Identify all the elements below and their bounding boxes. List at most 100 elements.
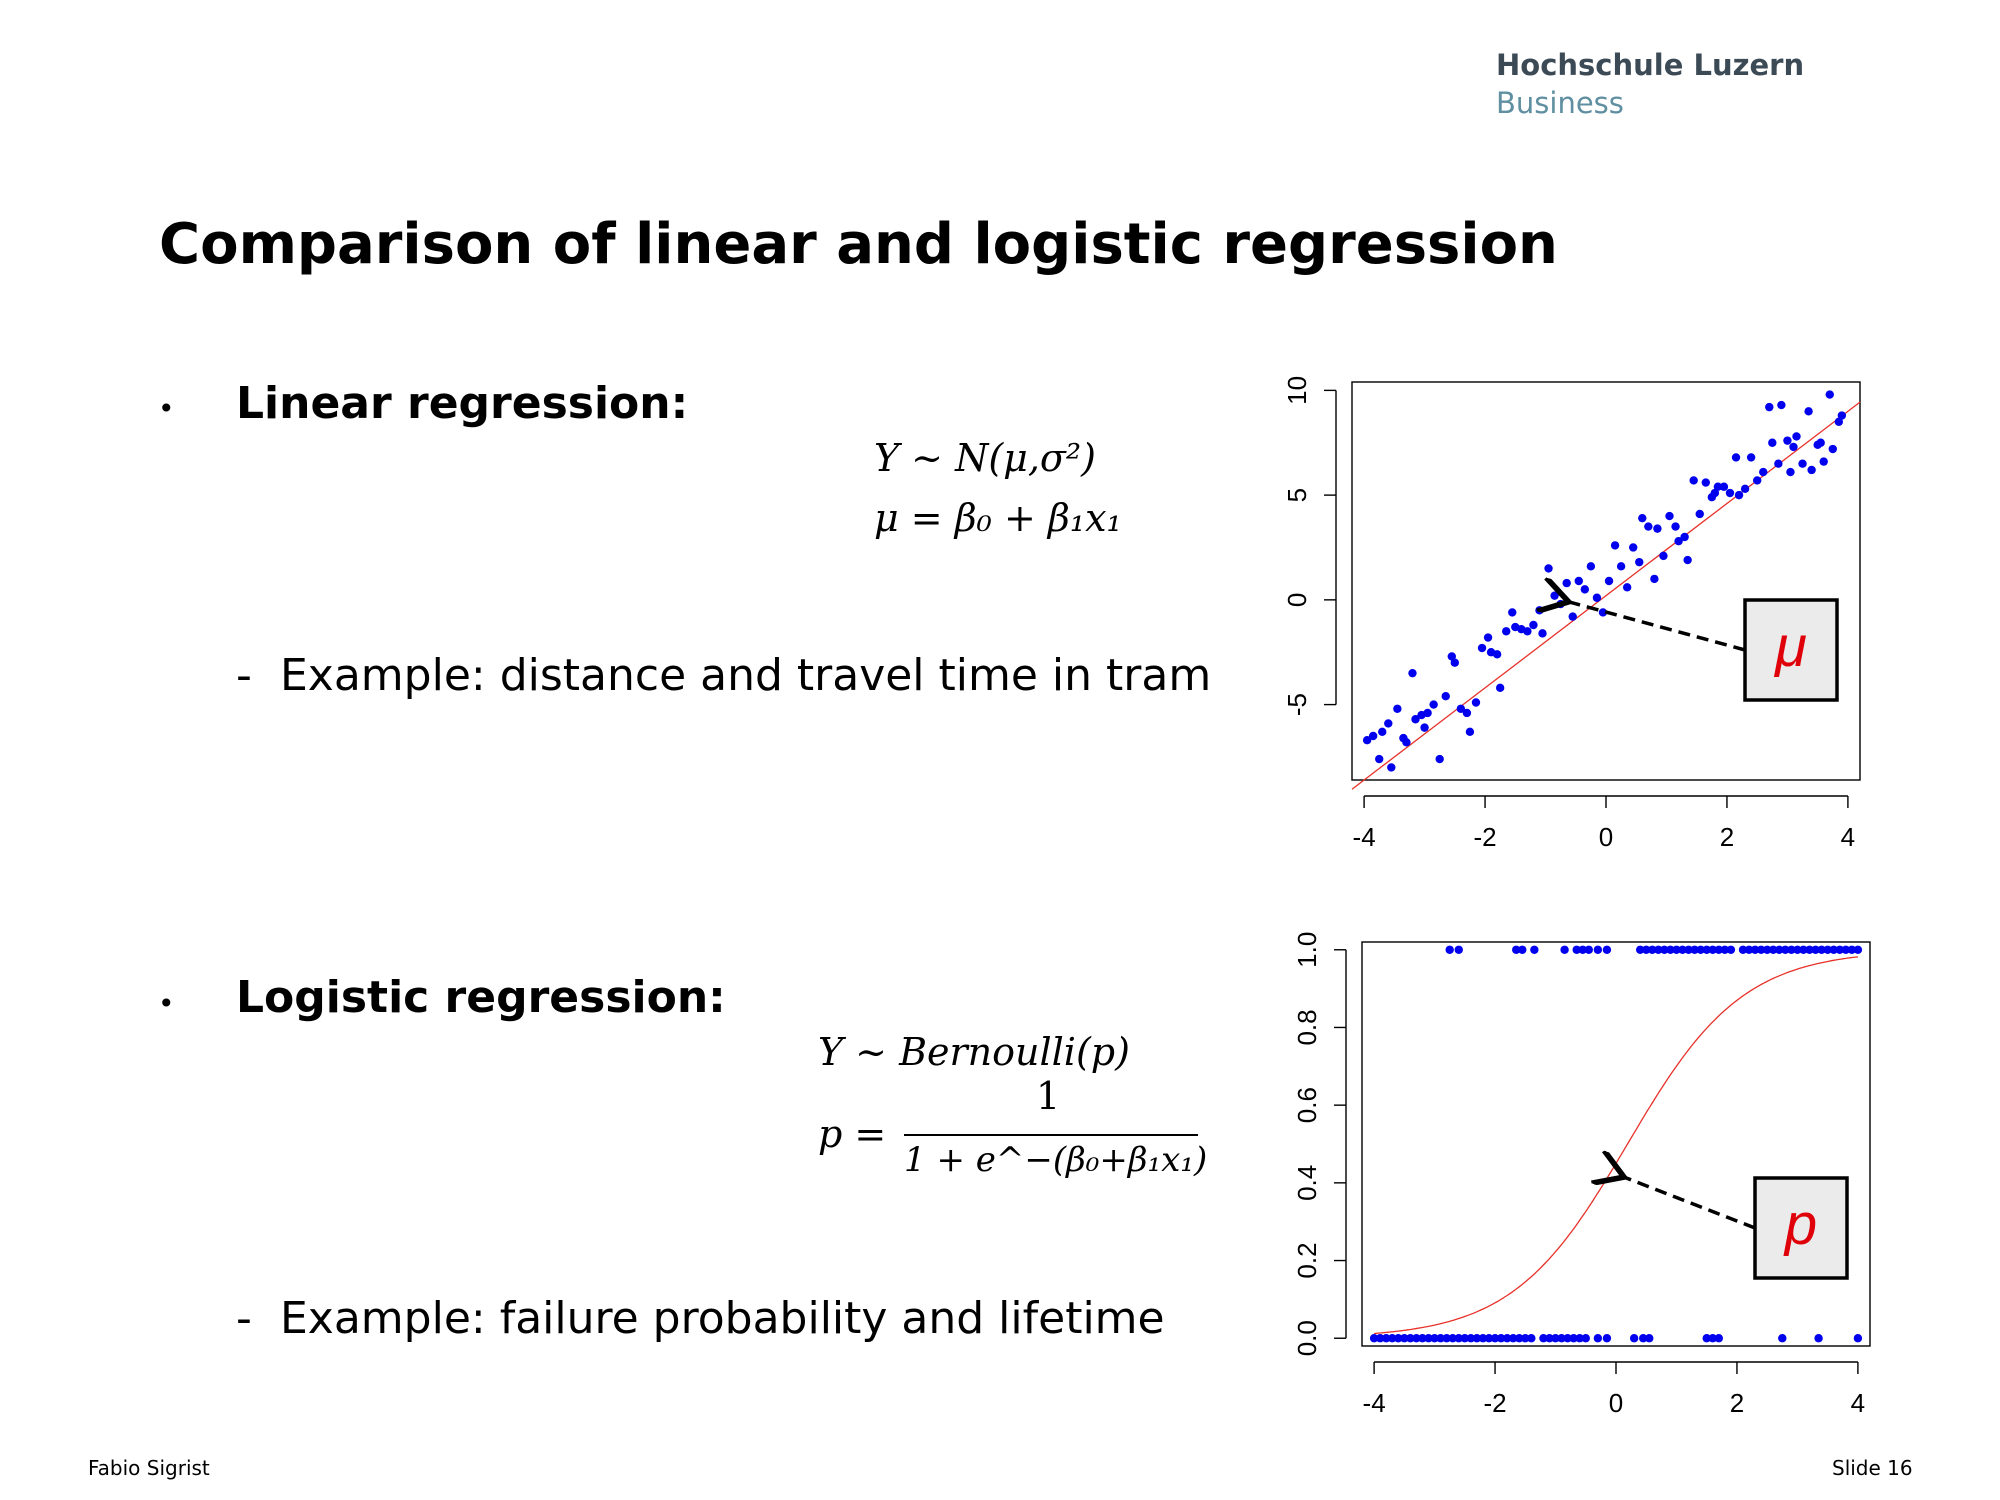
data-point: [1562, 578, 1571, 588]
data-point: [1492, 650, 1502, 659]
data-point: [1774, 459, 1783, 468]
data-point: [1660, 945, 1669, 954]
data-point: [1602, 945, 1612, 954]
data-point: [1441, 692, 1450, 701]
data-point: [1841, 945, 1851, 954]
data-point: [1645, 1334, 1654, 1343]
data-point: [1420, 723, 1429, 732]
data-point: [1368, 731, 1378, 741]
data-point: [1575, 1334, 1584, 1343]
footer-author: Fabio Sigrist: [88, 1456, 210, 1480]
data-point: [1725, 488, 1735, 498]
data-point: [1823, 945, 1832, 954]
data-point: [1769, 945, 1778, 954]
data-point: [1538, 629, 1547, 638]
x-tick-label: 0: [1599, 822, 1613, 852]
data-point: [1593, 945, 1603, 954]
data-point: [1381, 1334, 1391, 1343]
logistic-heading: Logistic regression:: [236, 972, 726, 1023]
data-point: [1472, 1334, 1482, 1343]
data-point: [1602, 1334, 1612, 1343]
x-tick-label: -4: [1353, 822, 1376, 852]
data-point: [1710, 488, 1720, 498]
data-point: [1375, 754, 1384, 764]
data-point: [1683, 555, 1692, 565]
data-point: [1654, 945, 1663, 954]
data-point: [1568, 612, 1577, 621]
data-point: [1829, 945, 1838, 954]
data-point: [1666, 945, 1675, 954]
data-point: [1530, 945, 1539, 954]
linear-formula-line1: Y ~ N(μ,σ²): [874, 436, 1096, 480]
data-point: [1580, 585, 1590, 594]
y-tick-label: 10: [1282, 376, 1312, 405]
data-point: [1635, 945, 1645, 954]
data-point: [1447, 652, 1456, 661]
data-point: [1581, 1334, 1590, 1343]
data-point: [1456, 704, 1466, 713]
data-point: [1740, 484, 1750, 494]
data-point: [1515, 1334, 1524, 1343]
data-point: [1569, 1334, 1578, 1343]
data-point: [1556, 599, 1565, 609]
data-point: [1835, 945, 1844, 954]
data-point: [1400, 1334, 1409, 1343]
institution-department: Business: [1496, 86, 1624, 120]
annotation-box: [1753, 1176, 1849, 1280]
x-tick-label: 4: [1841, 822, 1855, 852]
data-point: [1837, 411, 1847, 420]
data-point: [1638, 513, 1647, 523]
data-point: [1778, 1334, 1787, 1343]
logistic-formula-numerator: 1: [1036, 1074, 1061, 1118]
data-point: [1465, 727, 1475, 737]
data-point: [1369, 1334, 1379, 1343]
data-point: [1527, 1334, 1536, 1343]
bullet-logistic: •: [158, 987, 175, 1020]
data-point: [1616, 562, 1626, 571]
data-point: [1708, 945, 1717, 954]
y-tick-label: 0.0: [1292, 1320, 1322, 1356]
data-point: [1448, 1334, 1457, 1343]
data-point: [1402, 738, 1411, 747]
data-point: [1412, 1334, 1421, 1343]
data-point: [1586, 562, 1596, 571]
data-point: [1406, 1334, 1415, 1343]
data-point: [1786, 467, 1795, 477]
data-point: [1362, 736, 1372, 745]
logistic-formula-distribution: Y ~ Bernoulli(p): [818, 1030, 1130, 1074]
data-point: [1408, 668, 1417, 678]
data-point: [1789, 442, 1798, 452]
data-point: [1696, 945, 1705, 954]
y-tick-label: 0.8: [1292, 1009, 1322, 1045]
data-point: [1777, 400, 1786, 410]
data-point: [1411, 715, 1420, 724]
data-point: [1750, 945, 1760, 954]
data-point: [1731, 453, 1741, 462]
data-point: [1436, 1334, 1445, 1343]
data-point: [1393, 704, 1402, 713]
data-point: [1695, 509, 1704, 519]
data-point: [1726, 945, 1736, 954]
data-point: [1539, 1334, 1548, 1343]
data-point: [1429, 700, 1438, 709]
data-point: [1644, 522, 1653, 531]
data-point: [1535, 606, 1544, 615]
linear-regression-chart: -4 -2 0 2 4 -5 0 5 10 μ: [1282, 376, 1861, 852]
annotation-label: p: [1783, 1192, 1817, 1257]
data-point: [1471, 698, 1481, 707]
data-point: [1752, 476, 1762, 485]
data-point: [1834, 417, 1844, 426]
logistic-formula-denominator: 1 + e^−(β₀+β₁x₁): [904, 1140, 1208, 1180]
data-point: [1792, 432, 1801, 441]
data-point: [1574, 576, 1583, 586]
data-point: [1450, 658, 1460, 667]
y-tick-label: 0.4: [1292, 1165, 1322, 1201]
data-point: [1816, 438, 1825, 447]
y-tick-label: 5: [1282, 488, 1312, 502]
data-point: [1738, 945, 1748, 954]
data-point: [1430, 1334, 1439, 1343]
y-tick-label: 0.2: [1292, 1242, 1322, 1278]
data-point: [1847, 945, 1857, 954]
data-point: [1508, 1334, 1518, 1343]
linear-example-dash: -: [236, 650, 252, 701]
